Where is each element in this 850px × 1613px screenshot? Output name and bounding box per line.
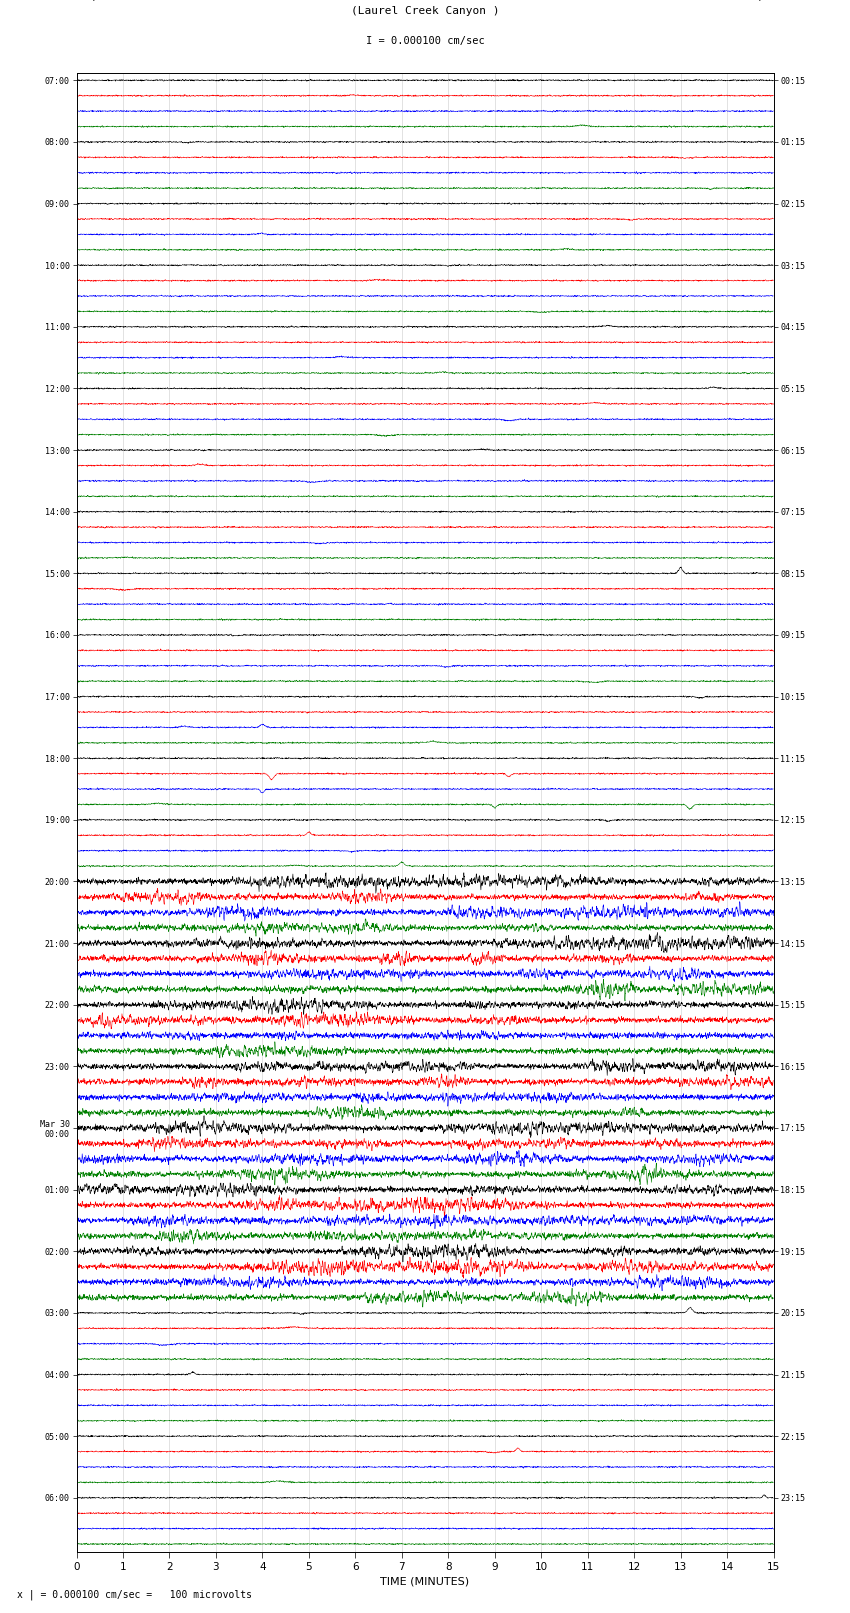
X-axis label: TIME (MINUTES): TIME (MINUTES) (381, 1576, 469, 1586)
Text: (Laurel Creek Canyon ): (Laurel Creek Canyon ) (351, 6, 499, 16)
Text: I = 0.000100 cm/sec: I = 0.000100 cm/sec (366, 35, 484, 45)
Text: x | = 0.000100 cm/sec =   100 microvolts: x | = 0.000100 cm/sec = 100 microvolts (17, 1589, 252, 1600)
